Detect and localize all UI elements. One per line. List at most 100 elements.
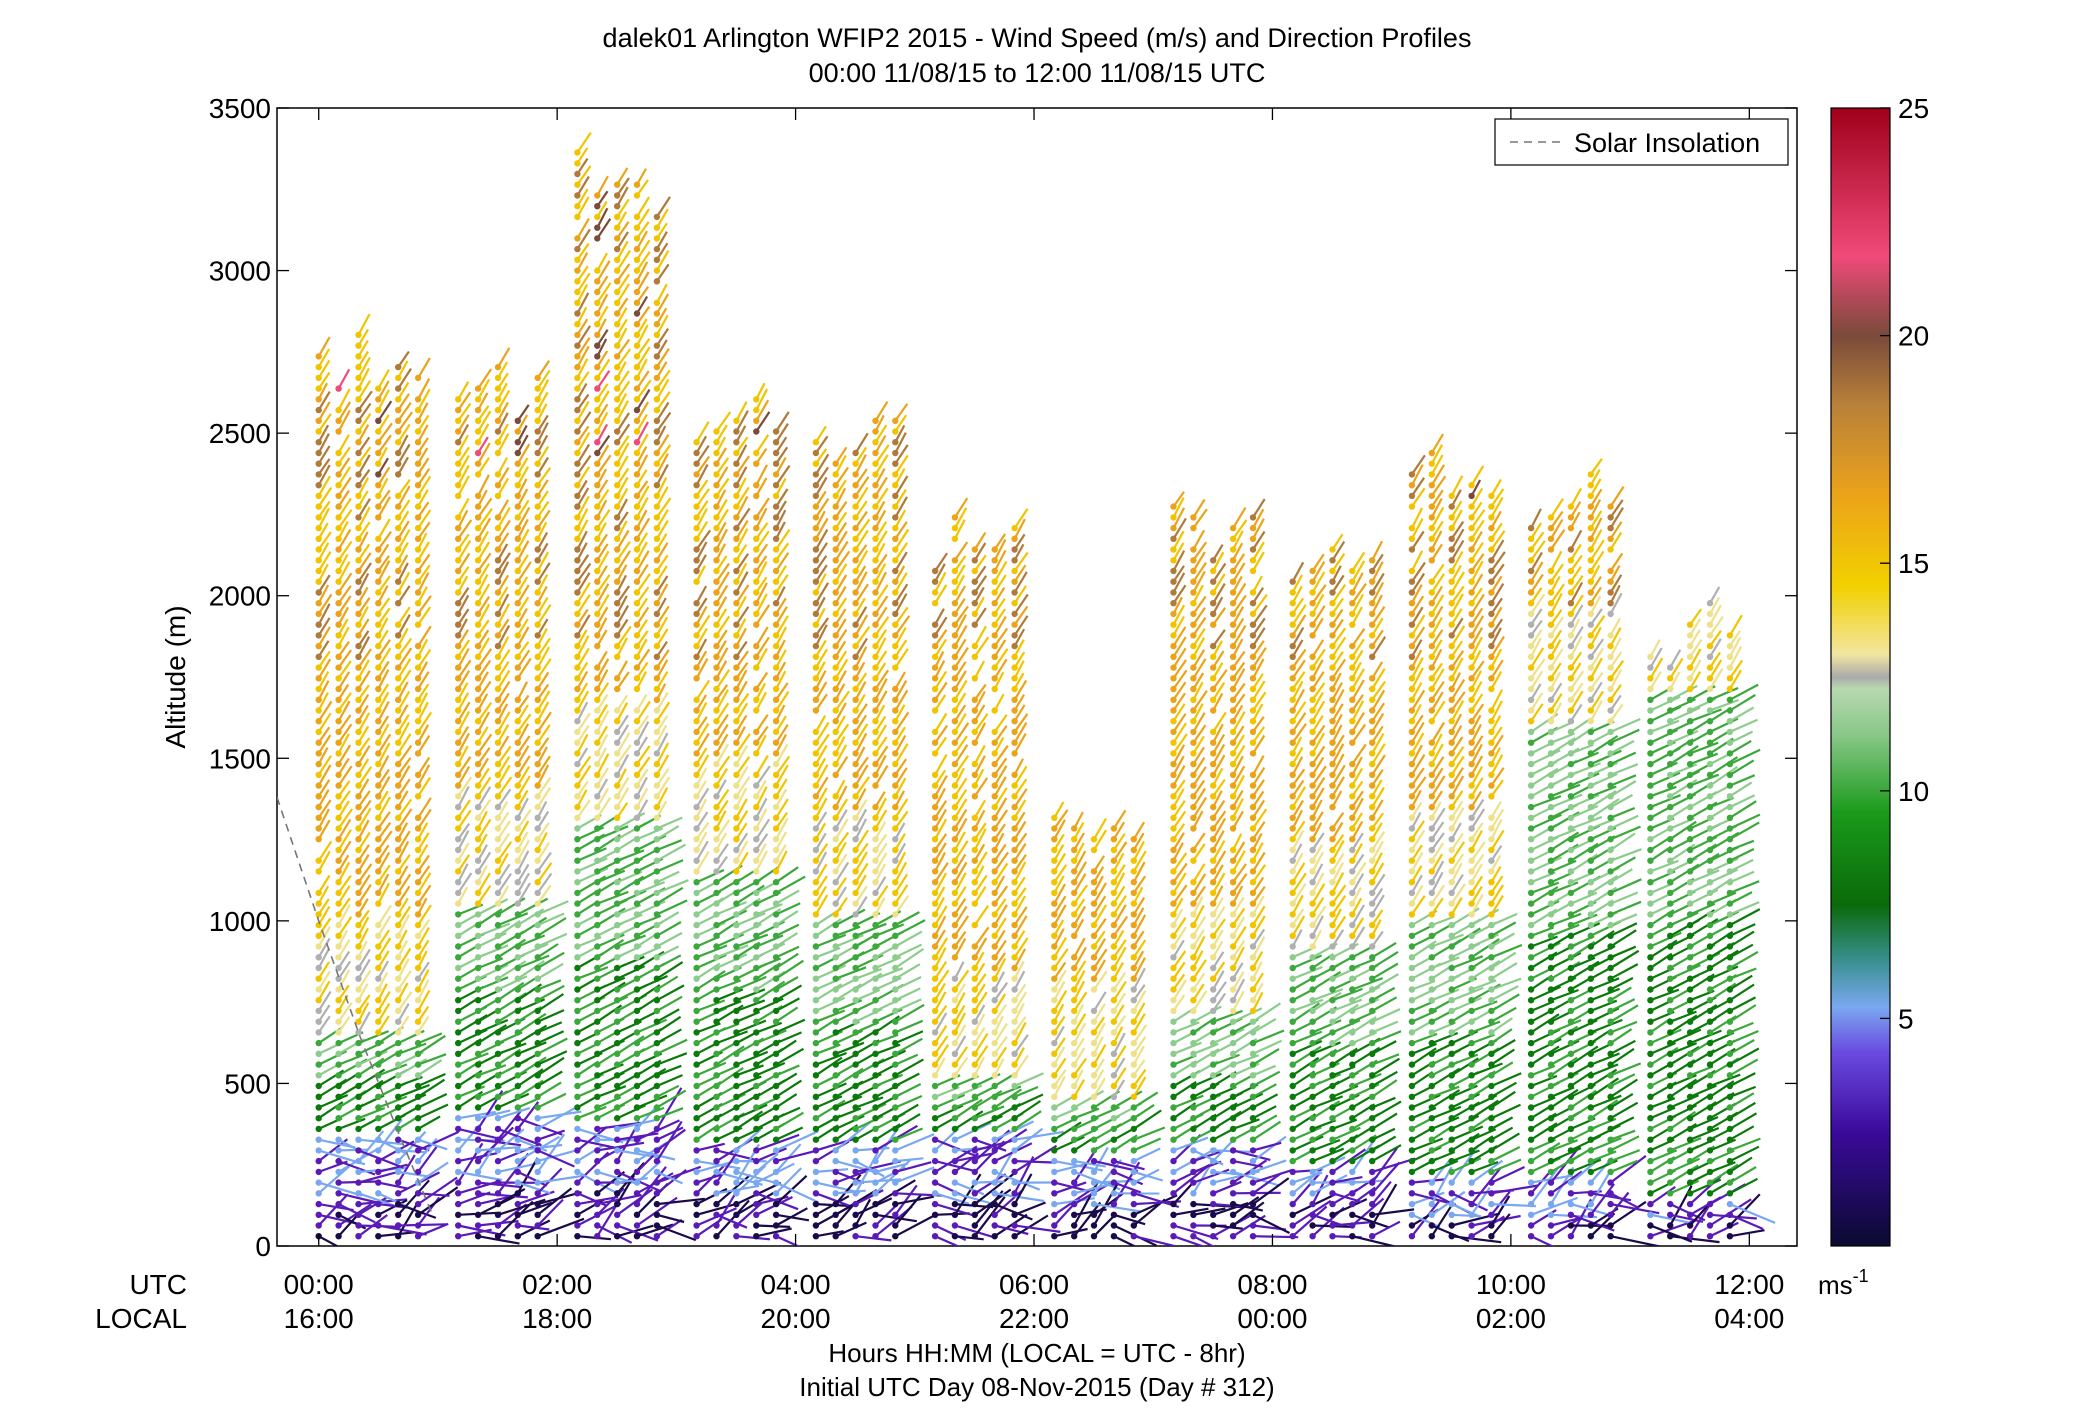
wind-barb-dot bbox=[713, 1115, 720, 1122]
wind-barb-shaft bbox=[377, 822, 392, 840]
wind-barb bbox=[355, 799, 372, 821]
wind-barb-dot bbox=[315, 1039, 322, 1047]
wind-barb-dot bbox=[355, 621, 362, 628]
wind-barb-dot bbox=[335, 1050, 342, 1058]
wind-barb-dot bbox=[653, 310, 661, 317]
wind-barb-dot bbox=[713, 868, 720, 875]
wind-barb-dot bbox=[534, 1136, 541, 1143]
wind-barb-dot bbox=[474, 514, 482, 521]
wind-barb-dot bbox=[474, 610, 482, 618]
wind-barb-dot bbox=[514, 546, 521, 553]
wind-barb-dot bbox=[494, 557, 502, 564]
wind-barb-shaft bbox=[377, 971, 389, 991]
wind-barb-dot bbox=[494, 1200, 502, 1208]
wind-barb-shaft bbox=[357, 412, 372, 433]
wind-barb-dot bbox=[375, 449, 382, 457]
wind-barb-dot bbox=[653, 1125, 661, 1133]
wind-barb-dot bbox=[474, 1190, 482, 1197]
wind-barb-dot bbox=[594, 1093, 601, 1101]
wind-barb-dot bbox=[594, 1061, 601, 1068]
wind-barb bbox=[355, 819, 370, 843]
wind-barb-dot bbox=[713, 535, 720, 542]
wind-barb-dot bbox=[375, 1222, 382, 1229]
wind-barb-dot bbox=[693, 1018, 700, 1025]
wind-barb-dot bbox=[614, 417, 621, 424]
wind-barb bbox=[315, 617, 331, 639]
wind-barb-shaft bbox=[317, 874, 331, 894]
wind-barb-dot bbox=[614, 278, 621, 285]
wind-barb-shaft bbox=[377, 660, 390, 679]
wind-barb-dot bbox=[653, 557, 661, 564]
wind-barb-dot bbox=[653, 1211, 661, 1219]
wind-barb-dot bbox=[375, 964, 382, 972]
wind-barb-dot bbox=[335, 535, 342, 542]
wind-barb bbox=[335, 903, 351, 929]
wind-barb-dot bbox=[335, 921, 342, 929]
wind-barb-dot bbox=[395, 943, 402, 950]
wind-barb-dot bbox=[474, 653, 482, 660]
wind-barb-dot bbox=[414, 1200, 422, 1208]
wind-barb-dot bbox=[355, 331, 362, 339]
wind-barb-dot bbox=[534, 1115, 541, 1122]
wind-barb-dot bbox=[355, 954, 362, 961]
wind-barb-dot bbox=[494, 1115, 502, 1122]
wind-barb-dot bbox=[514, 943, 521, 950]
wind-barb-dot bbox=[733, 482, 740, 489]
wind-barb-dot bbox=[375, 642, 382, 650]
wind-barb-dot bbox=[614, 1018, 621, 1025]
wind-barb-dot bbox=[375, 975, 382, 982]
wind-barb-dot bbox=[574, 1168, 581, 1176]
wind-barb-dot bbox=[395, 997, 402, 1004]
wind-barb-dot bbox=[633, 428, 641, 435]
wind-barb-dot bbox=[395, 406, 402, 414]
wind-barb-shaft bbox=[377, 830, 393, 851]
wind-barb-dot bbox=[574, 567, 581, 575]
wind-barb-dot bbox=[733, 1093, 740, 1101]
wind-barb-shaft bbox=[317, 507, 330, 529]
wind-barb bbox=[315, 413, 332, 435]
wind-barb-shaft bbox=[357, 670, 371, 690]
wind-barb-dot bbox=[693, 771, 700, 779]
wind-barb-dot bbox=[474, 1029, 482, 1036]
wind-barb bbox=[355, 807, 372, 832]
wind-barb-dot bbox=[753, 449, 760, 457]
wind-barb-shaft bbox=[337, 409, 351, 433]
wind-barb-dot bbox=[474, 621, 482, 628]
wind-barb-dot bbox=[653, 406, 661, 414]
wind-barb-dot bbox=[315, 621, 322, 628]
wind-barb-dot bbox=[355, 471, 362, 478]
wind-barb-dot bbox=[494, 417, 502, 424]
wind-barb-dot bbox=[594, 1190, 601, 1197]
wind-barb-dot bbox=[614, 932, 621, 939]
wind-barb-dot bbox=[614, 1029, 621, 1036]
wind-barb-dot bbox=[614, 363, 621, 371]
wind-barb bbox=[315, 486, 333, 510]
wind-barb-dot bbox=[494, 685, 502, 693]
wind-barb-dot bbox=[395, 1104, 402, 1111]
wind-barb-dot bbox=[375, 1168, 382, 1176]
wind-barb-shaft bbox=[337, 829, 352, 851]
wind-barb-dot bbox=[315, 1168, 322, 1176]
wind-barb-dot bbox=[574, 503, 581, 510]
wind-barb-dot bbox=[395, 1072, 402, 1079]
wind-barb-dot bbox=[713, 439, 720, 446]
wind-barb-dot bbox=[395, 385, 402, 392]
wind-barb-dot bbox=[335, 1157, 342, 1165]
wind-barb-dot bbox=[335, 1147, 342, 1154]
wind-barb-dot bbox=[653, 224, 661, 231]
wind-barb bbox=[355, 874, 371, 897]
wind-barb-dot bbox=[713, 728, 720, 736]
wind-barb-dot bbox=[395, 739, 402, 746]
wind-barb-dot bbox=[355, 557, 362, 564]
wind-barb-dot bbox=[395, 750, 402, 757]
wind-barb-shaft bbox=[337, 388, 351, 411]
wind-barb-dot bbox=[395, 557, 402, 564]
wind-barb-dot bbox=[594, 954, 601, 961]
wind-barb bbox=[335, 540, 353, 564]
wind-barb-dot bbox=[494, 428, 502, 435]
wind-barb-dot bbox=[633, 342, 641, 349]
wind-barb-dot bbox=[534, 964, 541, 972]
wind-barb-dot bbox=[633, 224, 641, 231]
wind-barb-dot bbox=[355, 1093, 362, 1101]
wind-barb-dot bbox=[594, 396, 601, 403]
